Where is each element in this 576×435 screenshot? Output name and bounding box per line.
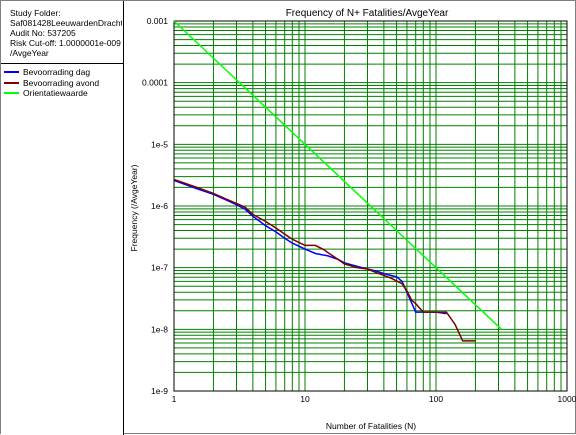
panel-divider — [1, 63, 123, 64]
chart-legend: Bevoorrading dag Bevoorrading avond Orie… — [1, 67, 123, 99]
audit-number: Audit No: 537205 — [10, 28, 76, 38]
plot-area — [173, 20, 568, 392]
chart-title: Frequency of N+ Fatalities/AvgeYear — [286, 8, 449, 19]
x-axis-label: Number of Fatalities (N) — [326, 421, 416, 431]
legend-label-orientatie: Orientatiewaarde — [23, 88, 88, 98]
study-folder-value: Saf081428LeeuwardenDrachts — [10, 18, 122, 28]
y-tick-label: 1e-6 — [151, 201, 168, 211]
legend-label-avond: Bevoorrading avond — [23, 77, 100, 88]
y-tick-label: 1e-8 — [151, 324, 168, 334]
series-lines — [173, 20, 503, 342]
legend-swatch-dag — [4, 71, 19, 73]
series-line-orientatiewaarde — [173, 20, 503, 330]
y-tick-label: 1e-5 — [151, 139, 168, 149]
legend-swatch-orientatie — [4, 92, 19, 94]
risk-cutoff-unit: /AvgeYear — [10, 48, 49, 58]
legend-item-dag: Bevoorrading dag — [1, 67, 123, 78]
y-tick-label: 0.001 — [147, 16, 169, 26]
risk-cutoff: Risk Cut-off: 1.0000001e-009 — [10, 38, 121, 48]
y-axis-label: Frequency (/AvgeYear) — [129, 164, 139, 251]
x-tick-label: 1 — [172, 394, 177, 404]
x-tick-label: 10 — [300, 394, 310, 404]
legend-item-avond: Bevoorrading avond — [1, 78, 123, 89]
grid — [173, 21, 567, 392]
series-line-bevoorrading-dag — [173, 179, 447, 315]
study-folder-label: Study Folder: — [10, 8, 61, 18]
legend-swatch-avond — [4, 81, 19, 84]
info-panel: Study Folder: Saf081428LeeuwardenDrachts… — [1, 1, 124, 435]
tick-labels: 1 10 100 1000 0.001 0.0001 1e-5 1e-6 1e-7 1e-8 1e-… — [142, 16, 576, 404]
y-tick-label: 1e-7 — [151, 263, 168, 273]
y-tick-label: 0.0001 — [142, 78, 168, 88]
legend-item-orientatie: Orientatiewaarde — [1, 88, 123, 99]
study-info: Study Folder: Saf081428LeeuwardenDrachts… — [10, 8, 122, 58]
y-tick-label: 1e-9 — [151, 386, 168, 396]
series-line-bevoorrading-avond — [173, 178, 476, 342]
legend-label-dag: Bevoorrading dag — [23, 67, 91, 77]
x-tick-label: 1000 — [558, 394, 576, 404]
x-tick-label: 100 — [429, 394, 443, 404]
